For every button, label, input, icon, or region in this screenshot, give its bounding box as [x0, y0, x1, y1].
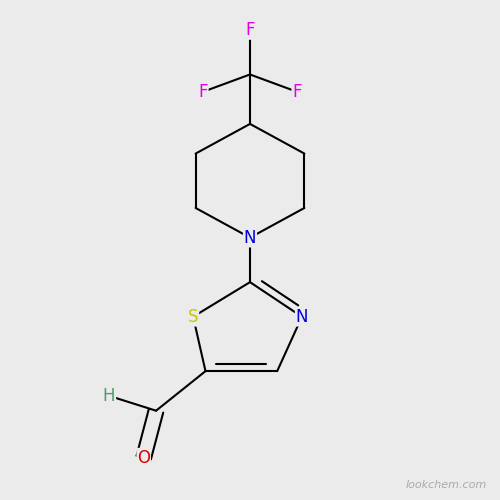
- Text: O: O: [137, 448, 150, 466]
- Text: H: H: [103, 387, 116, 405]
- Text: N: N: [244, 228, 256, 246]
- Text: N: N: [296, 308, 308, 326]
- Text: lookchem.com: lookchem.com: [406, 480, 487, 490]
- Text: F: F: [246, 21, 255, 39]
- Text: F: F: [198, 83, 208, 101]
- Text: S: S: [188, 308, 198, 326]
- Text: F: F: [292, 83, 302, 101]
